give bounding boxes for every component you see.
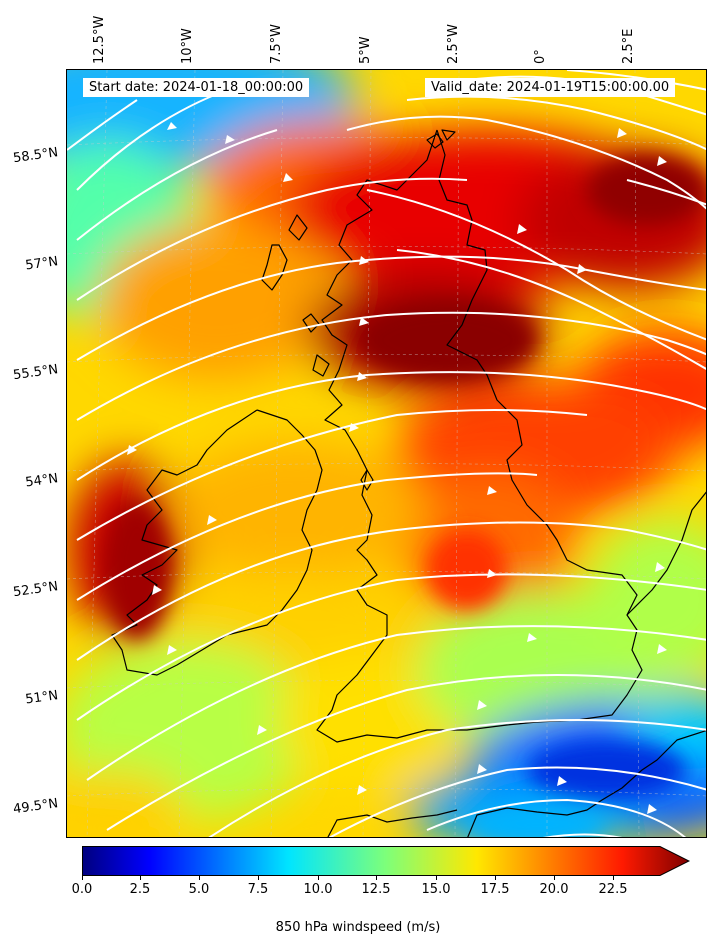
colorbar-label: 850 hPa windspeed (m/s) <box>275 920 441 935</box>
colorbar-tickmark <box>613 876 614 880</box>
colorbar-tick-label: 22.5 <box>598 882 628 897</box>
hebrides-coast <box>261 244 288 291</box>
graticule <box>67 70 706 837</box>
lon-label-5w: 5°W <box>358 36 373 64</box>
colorbar-tick-label: 2.5 <box>129 882 151 897</box>
streamlines <box>67 70 706 837</box>
streamline-arrows <box>127 122 667 814</box>
colorbar-gradient <box>82 846 691 876</box>
orkney-coast <box>426 133 444 149</box>
colorbar-tick-label: 15.0 <box>421 882 451 897</box>
lat-label-57n: 57°N <box>24 254 60 274</box>
colorbar <box>82 846 691 876</box>
lon-label-2-5e: 2.5°E <box>621 28 636 64</box>
lat-label-52-5n: 52.5°N <box>12 579 60 601</box>
windspeed-map: Start date: 2024-01-18_00:00:00 Valid_da… <box>66 69 707 838</box>
france-coast <box>467 730 706 837</box>
lon-label-0: 0° <box>533 49 548 64</box>
lat-label-49-5n: 49.5°N <box>12 796 60 818</box>
colorbar-tick-label: 0.0 <box>71 882 93 897</box>
lat-label-58-5n: 58.5°N <box>12 145 60 167</box>
lon-label-2-5w: 2.5°W <box>446 23 461 64</box>
ireland-coast <box>111 409 323 676</box>
colorbar-tickmark <box>199 876 200 880</box>
valid-date-label: Valid_date: 2024-01-19T15:00:00.00 <box>425 78 676 97</box>
colorbar-tickmark <box>318 876 319 880</box>
colorbar-tickmark <box>258 876 259 880</box>
colorbar-tick-label: 7.5 <box>247 882 269 897</box>
colorbar-tickmark <box>554 876 555 880</box>
lat-label-54n: 54°N <box>24 471 60 491</box>
start-date-label: Start date: 2024-01-18_00:00:00 <box>83 78 310 97</box>
colorbar-tickmark <box>82 876 83 880</box>
lon-label-10w: 10°W <box>180 28 195 64</box>
colorbar-tickmark <box>140 876 141 880</box>
windspeed-field <box>67 70 706 837</box>
colorbar-tick-label: 10.0 <box>303 882 333 897</box>
colorbar-tickmark <box>495 876 496 880</box>
colorbar-tickmark <box>376 876 377 880</box>
lat-label-51n: 51°N <box>24 688 60 708</box>
colorbar-tick-label: 12.5 <box>361 882 391 897</box>
map-canvas <box>67 70 706 837</box>
colorbar-tick-label: 17.5 <box>480 882 510 897</box>
lat-label-55-5n: 55.5°N <box>12 362 60 384</box>
low-countries-coast <box>626 491 706 616</box>
lon-label-12-5w: 12.5°W <box>92 15 107 64</box>
isle-of-man-coast <box>360 469 374 491</box>
colorbar-tick-label: 20.0 <box>539 882 569 897</box>
colorbar-tickmark <box>436 876 437 880</box>
colorbar-tick-label: 5.0 <box>188 882 210 897</box>
lon-label-7-5w: 7.5°W <box>269 23 284 64</box>
